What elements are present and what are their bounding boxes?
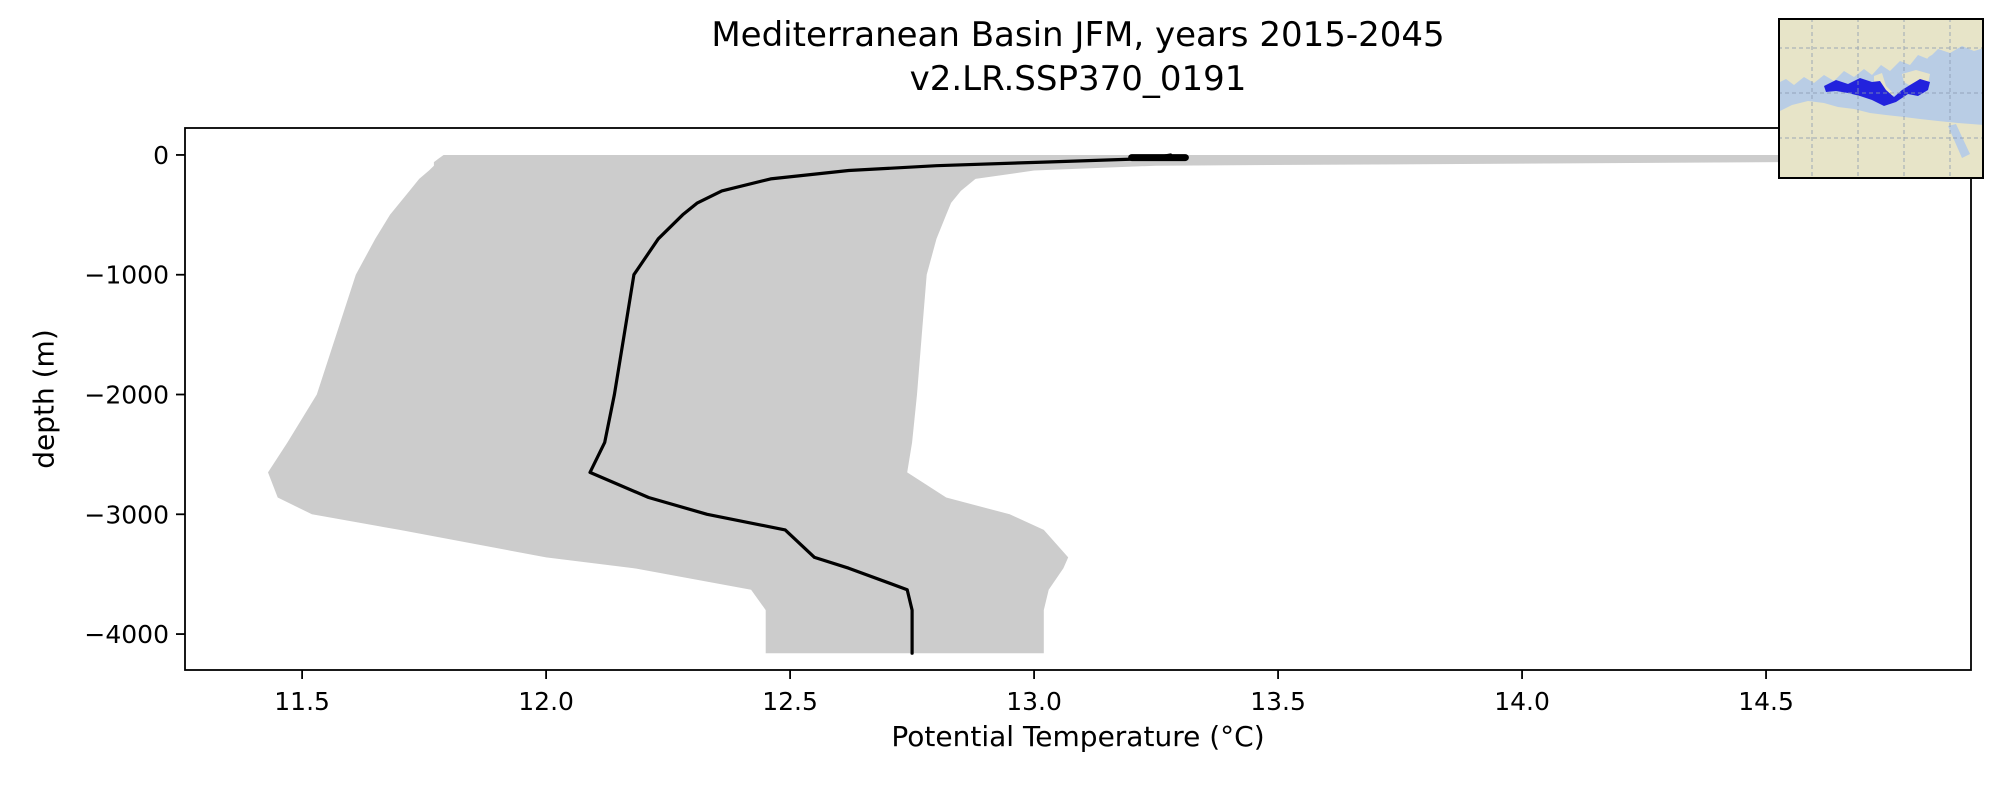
y-tick-label: −1000 bbox=[84, 261, 169, 290]
x-tick-label: 13.5 bbox=[1250, 687, 1306, 716]
x-axis-label: Potential Temperature (°C) bbox=[891, 720, 1265, 753]
envelope-band bbox=[268, 155, 1962, 654]
x-tick-label: 13.0 bbox=[1006, 687, 1062, 716]
mean-profile-line bbox=[588, 153, 1173, 655]
chart-subtitle: v2.LR.SSP370_0191 bbox=[909, 58, 1247, 99]
inset-red-sea bbox=[1948, 124, 1970, 158]
x-tick-label: 12.5 bbox=[762, 687, 818, 716]
x-tick-label: 14.5 bbox=[1738, 687, 1794, 716]
inset-land-italy bbox=[1874, 73, 1894, 99]
chart-title: Mediterranean Basin JFM, years 2015-2045 bbox=[711, 15, 1445, 55]
inset-land-europe bbox=[1778, 18, 1984, 85]
inset-border bbox=[1778, 18, 1984, 179]
inset-black-sea bbox=[1927, 53, 1961, 67]
y-tick-label: 0 bbox=[153, 141, 169, 170]
y-tick-label: −2000 bbox=[84, 381, 169, 410]
y-tick-label: −4000 bbox=[84, 620, 169, 649]
inset-mediterranean-highlight bbox=[1824, 78, 1930, 106]
x-tick-label: 14.0 bbox=[1494, 687, 1550, 716]
x-tick-label: 11.5 bbox=[274, 687, 330, 716]
x-tick-label: 12.0 bbox=[518, 687, 574, 716]
inset-map bbox=[1778, 18, 1984, 179]
inset-land-africa bbox=[1778, 101, 1984, 179]
inset-caspian-sea bbox=[1973, 50, 1984, 74]
axes-spines bbox=[184, 127, 1972, 671]
y-tick-label: −3000 bbox=[84, 500, 169, 529]
title-block: Mediterranean Basin JFM, years 2015-2045… bbox=[711, 14, 1444, 101]
inset-gridlines bbox=[1778, 18, 1984, 179]
